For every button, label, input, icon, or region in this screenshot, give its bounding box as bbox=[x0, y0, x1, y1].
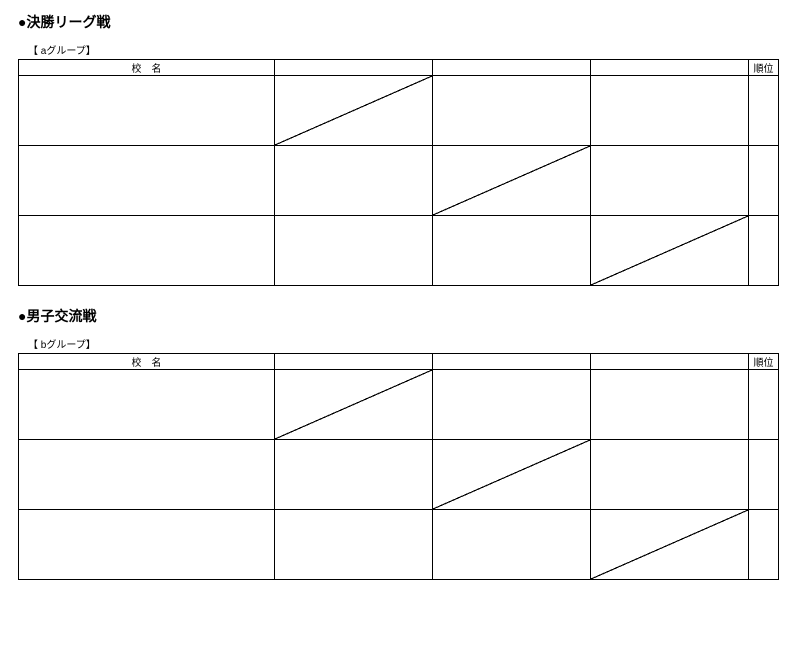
group-label: 【 aグループ】 bbox=[28, 42, 782, 57]
league-section: ●決勝リーグ戦【 aグループ】校 名 順位 bbox=[18, 12, 782, 286]
match-cell-self bbox=[275, 370, 433, 440]
league-table: 校 名 順位 bbox=[18, 59, 779, 286]
header-match-col bbox=[275, 354, 433, 370]
match-cell bbox=[591, 146, 749, 216]
match-cell-self bbox=[591, 510, 749, 580]
rank-cell bbox=[749, 440, 779, 510]
match-cell bbox=[275, 146, 433, 216]
table-row bbox=[19, 510, 779, 580]
match-cell bbox=[433, 76, 591, 146]
match-cell bbox=[591, 440, 749, 510]
header-rank-col: 順位 bbox=[749, 60, 779, 76]
match-cell bbox=[275, 440, 433, 510]
match-cell bbox=[433, 216, 591, 286]
rank-cell bbox=[749, 76, 779, 146]
league-table: 校 名 順位 bbox=[18, 353, 779, 580]
table-row bbox=[19, 440, 779, 510]
match-cell bbox=[433, 510, 591, 580]
header-name-col: 校 名 bbox=[19, 354, 275, 370]
name-cell bbox=[19, 76, 275, 146]
rank-cell bbox=[749, 510, 779, 580]
header-match-col bbox=[275, 60, 433, 76]
rank-cell bbox=[749, 146, 779, 216]
name-cell bbox=[19, 216, 275, 286]
header-match-col bbox=[591, 354, 749, 370]
header-match-col bbox=[433, 60, 591, 76]
table-row bbox=[19, 370, 779, 440]
rank-cell bbox=[749, 370, 779, 440]
header-match-col bbox=[433, 354, 591, 370]
section-title: ●決勝リーグ戦 bbox=[18, 12, 782, 32]
name-cell bbox=[19, 370, 275, 440]
match-cell bbox=[275, 510, 433, 580]
rank-cell bbox=[749, 216, 779, 286]
league-section: ●男子交流戦【 bグループ】校 名 順位 bbox=[18, 306, 782, 580]
match-cell-self bbox=[433, 440, 591, 510]
table-row bbox=[19, 76, 779, 146]
match-cell bbox=[275, 216, 433, 286]
match-cell bbox=[591, 76, 749, 146]
header-name-col: 校 名 bbox=[19, 60, 275, 76]
match-cell bbox=[433, 370, 591, 440]
table-row bbox=[19, 216, 779, 286]
match-cell bbox=[591, 370, 749, 440]
name-cell bbox=[19, 440, 275, 510]
header-rank-col: 順位 bbox=[749, 354, 779, 370]
section-title: ●男子交流戦 bbox=[18, 306, 782, 326]
match-cell-self bbox=[433, 146, 591, 216]
group-label: 【 bグループ】 bbox=[28, 336, 782, 351]
name-cell bbox=[19, 510, 275, 580]
header-match-col bbox=[591, 60, 749, 76]
match-cell-self bbox=[591, 216, 749, 286]
table-row bbox=[19, 146, 779, 216]
match-cell-self bbox=[275, 76, 433, 146]
name-cell bbox=[19, 146, 275, 216]
